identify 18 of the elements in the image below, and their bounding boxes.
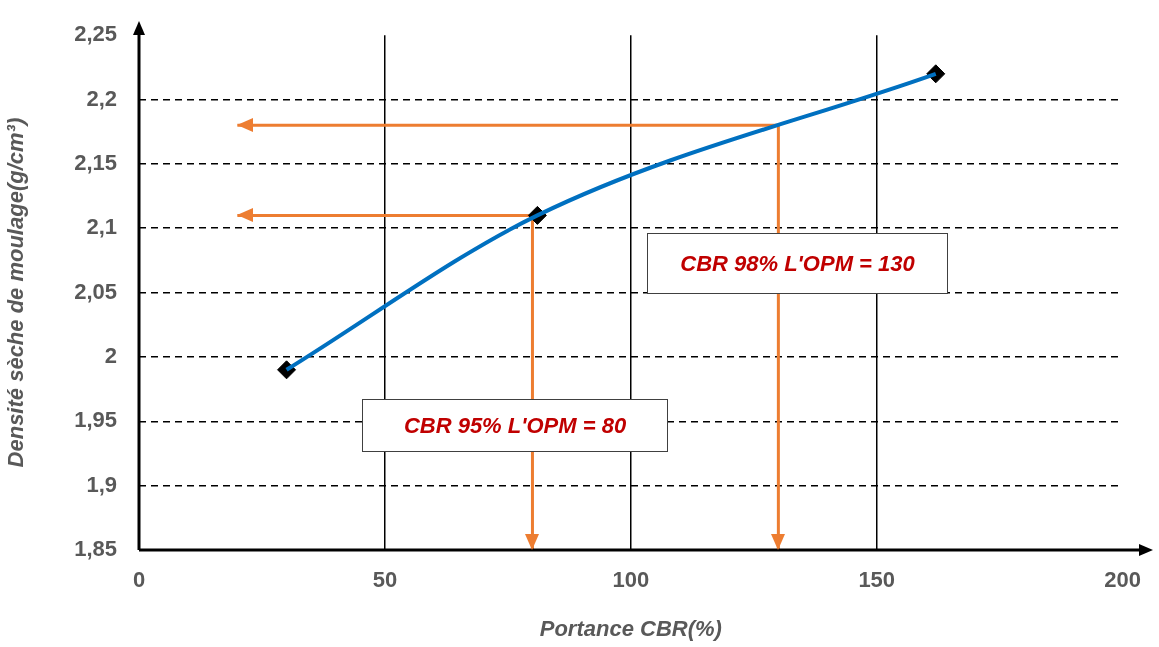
y-tick-label: 2,2 xyxy=(86,85,117,111)
note-box: CBR 95% L'OPM = 80 xyxy=(362,399,668,452)
x-tick-label: 50 xyxy=(372,567,398,593)
x-axis-title: Portance CBR(%) xyxy=(539,615,722,641)
y-tick-label: 2,05 xyxy=(74,278,117,304)
x-tick-label: 200 xyxy=(1104,567,1142,593)
note-box: CBR 98% L'OPM = 130 xyxy=(647,233,948,294)
y-tick-label: 2 xyxy=(104,343,117,369)
y-tick-label: 1,95 xyxy=(74,407,117,433)
x-tick-label: 150 xyxy=(858,567,896,593)
y-tick-label: 2,15 xyxy=(74,149,117,175)
y-tick-label: 2,25 xyxy=(74,21,117,47)
x-tick-label: 100 xyxy=(612,567,650,593)
x-tick-label: 0 xyxy=(132,567,146,593)
y-tick-label: 1,9 xyxy=(86,471,117,497)
y-axis-title: Densité sèche de moulage(g/cm³) xyxy=(3,117,29,468)
y-tick-label: 2,1 xyxy=(86,214,117,240)
y-tick-label: 1,85 xyxy=(74,536,117,562)
